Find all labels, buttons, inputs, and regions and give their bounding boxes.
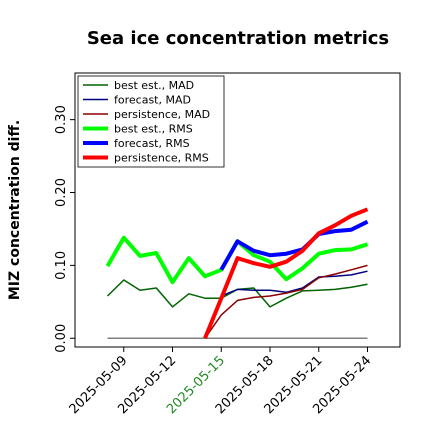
legend-label: persistence, MAD (114, 108, 210, 121)
series-line (204, 264, 368, 339)
plot-frame (74, 72, 401, 348)
legend-label: forecast, MAD (114, 94, 191, 107)
series-line (219, 219, 369, 271)
legend-label: persistence, RMS (114, 152, 209, 165)
series-line (106, 279, 368, 308)
y-axis-label: MIZ concentration diff. (7, 120, 23, 300)
legend-label: best est., MAD (114, 79, 194, 92)
legend-label: forecast, RMS (114, 137, 190, 150)
series-line (203, 207, 369, 340)
chart-title: Sea ice concentration metrics (87, 28, 389, 49)
y-tick-label: 0.20 (54, 178, 69, 207)
y-tick-label: 0.10 (54, 251, 69, 280)
y-tick-label: 0.30 (54, 105, 69, 134)
y-tick-label: 0.00 (54, 324, 69, 353)
legend-label: best est., RMS (114, 123, 193, 136)
series-line (221, 270, 368, 297)
legend-box (77, 75, 225, 168)
